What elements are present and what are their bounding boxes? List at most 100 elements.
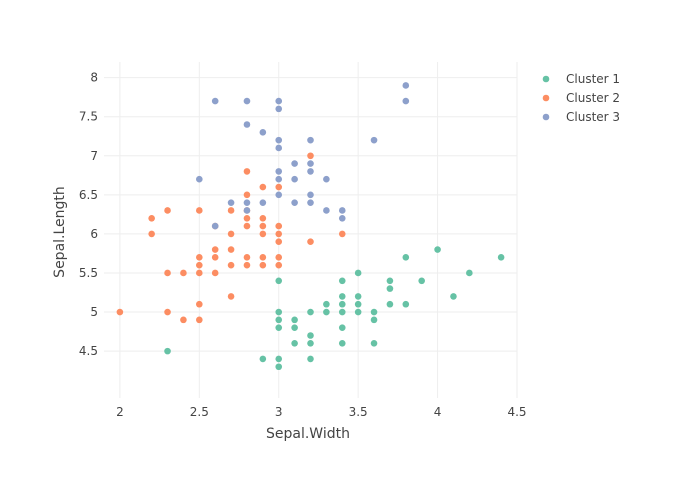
y-tick-label: 6: [90, 227, 98, 241]
data-point: [211, 269, 219, 277]
data-point: [275, 168, 283, 175]
y-tick-label: 5: [90, 305, 98, 319]
data-point: [180, 269, 187, 277]
x-tick-label: 3.5: [349, 405, 368, 419]
data-point: [370, 340, 378, 347]
data-point: [164, 308, 171, 316]
data-point: [291, 199, 298, 206]
data-point: [434, 246, 441, 253]
data-point: [180, 316, 187, 324]
data-point: [291, 340, 298, 347]
data-point: [402, 97, 410, 105]
data-point: [243, 168, 251, 175]
data-point: [211, 254, 219, 261]
data-point: [386, 285, 394, 292]
x-tick-labels: 2 2.5 3 3.5 4 4.5: [116, 405, 526, 419]
data-point: [338, 340, 346, 347]
data-point: [307, 332, 314, 339]
data-point: [243, 191, 251, 199]
data-point: [259, 214, 267, 222]
data-point: [402, 254, 410, 261]
data-point: [307, 355, 314, 363]
data-point: [275, 261, 283, 269]
data-point: [275, 238, 283, 246]
series-1: [164, 246, 505, 371]
data-point: [164, 347, 171, 355]
data-point: [259, 230, 267, 238]
data-point: [338, 293, 346, 300]
data-point: [307, 340, 314, 347]
data-point: [418, 277, 425, 285]
legend[interactable]: Cluster 1 Cluster 2 Cluster 3: [542, 72, 620, 124]
data-point: [227, 230, 235, 238]
data-point: [148, 214, 155, 222]
data-point: [307, 191, 314, 199]
legend-item-2[interactable]: Cluster 2: [542, 91, 620, 105]
data-point: [196, 300, 203, 308]
legend-marker-icon: [542, 75, 550, 83]
data-point: [275, 316, 283, 324]
x-tick-label: 2.5: [190, 405, 209, 419]
data-point: [402, 82, 410, 89]
data-point: [259, 355, 267, 363]
legend-label: Cluster 2: [566, 91, 620, 105]
data-point: [338, 308, 346, 316]
data-point: [275, 105, 283, 113]
data-point: [307, 160, 314, 167]
data-point: [196, 254, 203, 261]
y-gridlines: [104, 77, 517, 352]
data-point: [275, 254, 283, 261]
x-tick-label: 3: [275, 405, 283, 419]
data-point: [386, 277, 394, 285]
data-point: [338, 300, 346, 308]
data-point: [354, 308, 362, 316]
y-tick-label: 7: [90, 149, 98, 163]
data-point: [275, 222, 283, 230]
data-point: [275, 324, 283, 331]
data-point: [354, 300, 362, 308]
y-axis-title: Sepal.Length: [52, 186, 68, 278]
data-point: [227, 207, 235, 214]
data-point: [243, 121, 251, 128]
data-point: [243, 97, 251, 105]
data-point: [402, 300, 410, 308]
data-point: [323, 308, 330, 316]
data-point: [307, 136, 314, 144]
legend-item-1[interactable]: Cluster 1: [542, 72, 620, 86]
legend-label: Cluster 1: [566, 72, 620, 86]
data-point: [259, 183, 267, 191]
x-tick-label: 4: [434, 405, 442, 419]
data-point: [354, 269, 362, 277]
data-point: [275, 355, 283, 363]
data-point: [227, 293, 235, 300]
legend-marker-icon: [542, 113, 550, 121]
y-tick-label: 5.5: [79, 266, 98, 280]
data-point: [307, 168, 314, 175]
data-point: [338, 207, 346, 214]
x-tick-label: 4.5: [507, 405, 526, 419]
data-point: [211, 246, 219, 253]
series-2: [116, 152, 346, 324]
data-point: [243, 207, 251, 214]
data-point: [275, 175, 283, 183]
data-point: [338, 214, 346, 222]
data-point: [291, 316, 298, 324]
data-point: [370, 316, 378, 324]
data-point: [275, 97, 283, 105]
data-points: [116, 82, 505, 371]
data-point: [275, 308, 283, 316]
data-point: [323, 207, 330, 214]
data-point: [466, 269, 473, 277]
data-point: [307, 152, 314, 160]
data-point: [275, 183, 283, 191]
data-point: [259, 261, 267, 269]
data-point: [243, 261, 251, 269]
data-point: [450, 293, 457, 300]
data-point: [354, 293, 362, 300]
data-point: [227, 261, 235, 269]
legend-item-3[interactable]: Cluster 3: [542, 110, 620, 124]
data-point: [164, 207, 171, 214]
y-tick-labels: 4.5 5 5.5 6 6.5 7 7.5 8: [79, 71, 98, 358]
data-point: [211, 97, 219, 105]
